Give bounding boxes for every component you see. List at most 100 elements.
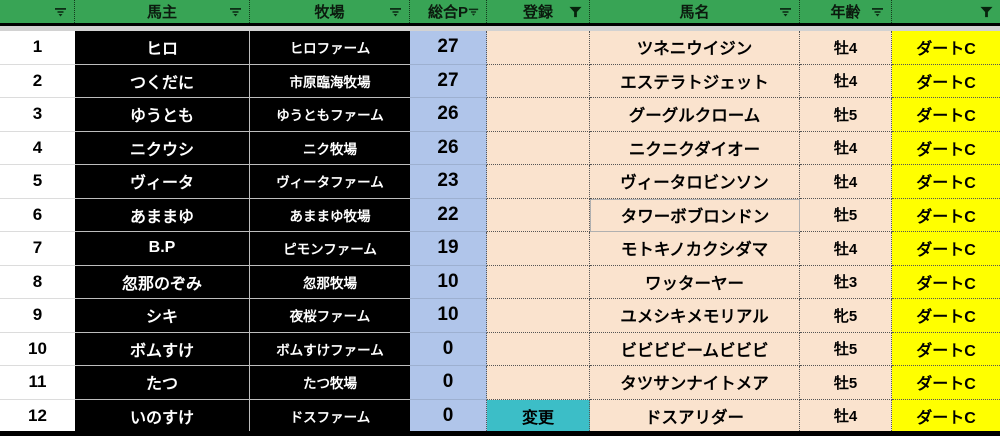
farm-cell[interactable]: ヴィータファーム [250, 165, 410, 199]
registration-cell[interactable] [487, 265, 590, 299]
status-cell[interactable]: ダートC [892, 332, 1000, 366]
registration-cell[interactable] [487, 332, 590, 366]
status-cell[interactable]: ダートC [892, 399, 1000, 433]
horse-name-cell[interactable]: モトキノカクシダマ [590, 232, 800, 266]
farm-cell[interactable]: 夜桜ファーム [250, 299, 410, 333]
owner-cell[interactable]: シキ [75, 299, 250, 333]
filter-dropdown-icon[interactable] [468, 7, 479, 16]
filter-dropdown-icon[interactable] [871, 7, 884, 17]
filter-dropdown-icon[interactable] [229, 7, 242, 17]
farm-cell[interactable]: ニク牧場 [250, 131, 410, 165]
horse-name-cell[interactable]: ツネニウイジン [590, 31, 800, 65]
filter-funnel-icon[interactable] [569, 6, 582, 18]
status-cell[interactable]: ダートC [892, 265, 1000, 299]
points-cell[interactable]: 0 [410, 332, 487, 366]
row-number-cell[interactable]: 8 [0, 265, 75, 299]
horse-name-cell[interactable]: エステラトジェット [590, 64, 800, 98]
owner-cell[interactable]: あままゆ [75, 198, 250, 232]
owner-cell[interactable]: 忽那のぞみ [75, 265, 250, 299]
farm-cell[interactable]: 忽那牧場 [250, 265, 410, 299]
row-number-cell[interactable]: 5 [0, 165, 75, 199]
filter-funnel-icon[interactable] [980, 6, 993, 18]
points-cell[interactable]: 0 [410, 399, 487, 433]
owner-cell[interactable]: ニクウシ [75, 131, 250, 165]
status-cell[interactable]: ダートC [892, 366, 1000, 400]
filter-dropdown-icon[interactable] [389, 7, 402, 17]
age-cell[interactable]: 牡4 [800, 131, 892, 165]
row-number-cell[interactable]: 10 [0, 332, 75, 366]
points-cell[interactable]: 22 [410, 198, 487, 232]
row-number-cell[interactable]: 7 [0, 232, 75, 266]
age-cell[interactable]: 牡4 [800, 64, 892, 98]
owner-cell[interactable]: いのすけ [75, 399, 250, 433]
owner-cell[interactable]: ヒロ [75, 31, 250, 65]
age-cell[interactable]: 牡4 [800, 232, 892, 266]
row-number-cell[interactable]: 11 [0, 366, 75, 400]
row-number-cell[interactable]: 3 [0, 98, 75, 132]
row-number-cell[interactable]: 12 [0, 399, 75, 433]
row-number-cell[interactable]: 6 [0, 198, 75, 232]
points-cell[interactable]: 26 [410, 98, 487, 132]
horse-name-cell[interactable]: ヴィータロビンソン [590, 165, 800, 199]
farm-cell[interactable]: ボムすけファーム [250, 332, 410, 366]
header-cell-registration[interactable]: 登録 [487, 0, 590, 23]
farm-cell[interactable]: ドスファーム [250, 399, 410, 433]
age-cell[interactable]: 牡5 [800, 366, 892, 400]
status-cell[interactable]: ダートC [892, 98, 1000, 132]
points-cell[interactable]: 10 [410, 265, 487, 299]
registration-cell[interactable] [487, 31, 590, 65]
farm-cell[interactable]: ヒロファーム [250, 31, 410, 65]
registration-cell[interactable] [487, 98, 590, 132]
owner-cell[interactable]: B.P [75, 232, 250, 266]
farm-cell[interactable]: ゆうともファーム [250, 98, 410, 132]
row-number-cell[interactable]: 9 [0, 299, 75, 333]
filter-dropdown-icon[interactable] [54, 7, 67, 17]
status-cell[interactable]: ダートC [892, 299, 1000, 333]
status-cell[interactable]: ダートC [892, 64, 1000, 98]
status-cell[interactable]: ダートC [892, 31, 1000, 65]
farm-cell[interactable]: たつ牧場 [250, 366, 410, 400]
owner-cell[interactable]: ゆうとも [75, 98, 250, 132]
status-cell[interactable]: ダートC [892, 131, 1000, 165]
horse-name-cell[interactable]: タツサンナイトメア [590, 366, 800, 400]
registration-cell[interactable] [487, 366, 590, 400]
owner-cell[interactable]: ボムすけ [75, 332, 250, 366]
points-cell[interactable]: 23 [410, 165, 487, 199]
status-cell[interactable]: ダートC [892, 232, 1000, 266]
horse-name-cell[interactable]: ドスアリダー [590, 399, 800, 433]
header-cell-owner[interactable]: 馬主 [75, 0, 250, 23]
status-cell[interactable]: ダートC [892, 165, 1000, 199]
header-cell-index[interactable] [0, 0, 75, 23]
age-cell[interactable]: 牡5 [800, 332, 892, 366]
registration-cell[interactable] [487, 64, 590, 98]
registration-cell[interactable] [487, 165, 590, 199]
age-cell[interactable]: 牡4 [800, 31, 892, 65]
farm-cell[interactable]: 市原臨海牧場 [250, 64, 410, 98]
horse-name-cell[interactable]: ニクニクダイオー [590, 131, 800, 165]
horse-name-cell[interactable]: ビビビビームビビビ [590, 332, 800, 366]
registration-cell[interactable]: 変更 [487, 399, 590, 433]
age-cell[interactable]: 牝5 [800, 299, 892, 333]
row-number-cell[interactable]: 2 [0, 64, 75, 98]
points-cell[interactable]: 26 [410, 131, 487, 165]
points-cell[interactable]: 27 [410, 64, 487, 98]
age-cell[interactable]: 牡4 [800, 165, 892, 199]
points-cell[interactable]: 10 [410, 299, 487, 333]
owner-cell[interactable]: つくだに [75, 64, 250, 98]
horse-name-cell[interactable]: タワーボブロンドン [590, 198, 800, 232]
farm-cell[interactable]: ピモンファーム [250, 232, 410, 266]
age-cell[interactable]: 牡5 [800, 198, 892, 232]
owner-cell[interactable]: たつ [75, 366, 250, 400]
registration-cell[interactable] [487, 198, 590, 232]
header-cell-horse-name[interactable]: 馬名 [590, 0, 800, 23]
age-cell[interactable]: 牡4 [800, 399, 892, 433]
row-number-cell[interactable]: 4 [0, 131, 75, 165]
owner-cell[interactable]: ヴィータ [75, 165, 250, 199]
points-cell[interactable]: 19 [410, 232, 487, 266]
horse-name-cell[interactable]: ユメシキメモリアル [590, 299, 800, 333]
header-cell-status[interactable] [892, 0, 1000, 23]
status-cell[interactable]: ダートC [892, 198, 1000, 232]
header-cell-age[interactable]: 年齢 [800, 0, 892, 23]
age-cell[interactable]: 牡3 [800, 265, 892, 299]
horse-name-cell[interactable]: ワッターヤー [590, 265, 800, 299]
